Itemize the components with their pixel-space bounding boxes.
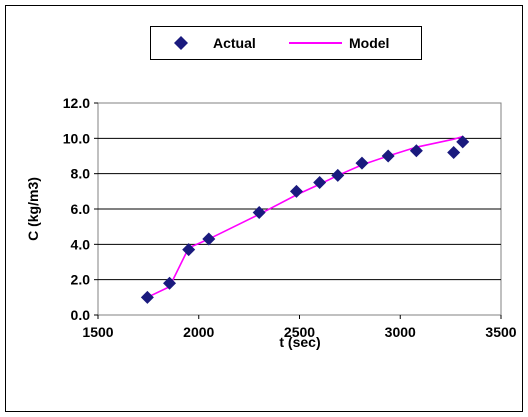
- x-tick-label: 3000: [385, 324, 416, 340]
- y-tick-label: 12.0: [63, 95, 90, 111]
- actual-point: [409, 144, 423, 158]
- x-axis-tick-labels: 1500 2000 2500 3000 3500: [82, 315, 517, 340]
- y-tick-label: 4.0: [71, 236, 91, 252]
- actual-point: [355, 156, 369, 170]
- legend-box: [150, 26, 422, 60]
- y-tick-label: 6.0: [71, 201, 91, 217]
- actual-point: [331, 168, 345, 182]
- legend-actual-label: Actual: [213, 35, 256, 51]
- actual-point: [447, 145, 461, 159]
- legend-actual-diamond-icon: [174, 36, 188, 50]
- y-tick-label: 10.0: [63, 130, 90, 146]
- actual-point: [202, 232, 216, 246]
- actual-point: [252, 206, 266, 220]
- legend-model-label: Model: [349, 35, 389, 51]
- y-axis-label: C (kg/m3): [25, 177, 41, 241]
- actual-point: [163, 276, 177, 290]
- legend: Actual Model: [150, 26, 422, 60]
- actual-point: [313, 176, 327, 189]
- y-tick-label: 0.0: [71, 307, 91, 323]
- actual-point: [456, 135, 470, 149]
- actual-point: [381, 149, 395, 163]
- x-axis-label: t (sec): [279, 334, 320, 350]
- actual-point: [182, 243, 196, 257]
- series-layer: [140, 135, 470, 304]
- x-tick-label: 1500: [82, 324, 113, 340]
- actual-point: [140, 290, 154, 304]
- x-tick-label: 2000: [183, 324, 214, 340]
- y-tick-label: 2.0: [71, 272, 91, 288]
- actual-point: [289, 184, 303, 198]
- y-axis-tick-labels: 0.0 2.0 4.0 6.0 8.0 10.0 12.0: [63, 95, 98, 323]
- x-tick-label: 2500: [284, 324, 315, 340]
- y-tick-label: 8.0: [71, 166, 91, 182]
- x-tick-label: 3500: [485, 324, 516, 340]
- gridlines: [98, 137, 501, 281]
